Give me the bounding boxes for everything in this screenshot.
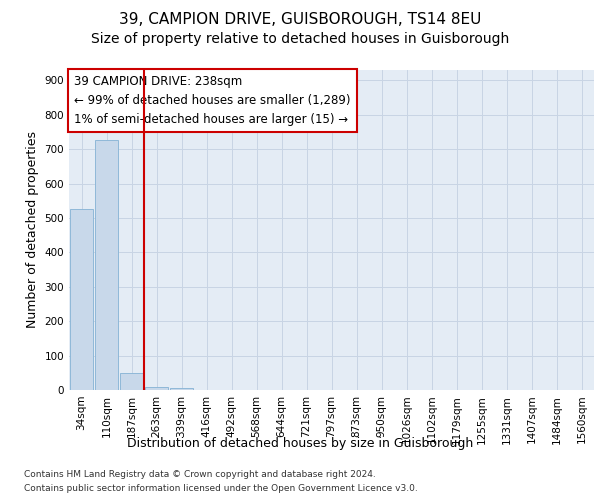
Text: Contains HM Land Registry data © Crown copyright and database right 2024.: Contains HM Land Registry data © Crown c…	[24, 470, 376, 479]
Bar	[70, 210, 94, 390]
Text: Distribution of detached houses by size in Guisborough: Distribution of detached houses by size …	[127, 438, 473, 450]
Y-axis label: Number of detached properties: Number of detached properties	[26, 132, 39, 328]
Text: Contains public sector information licensed under the Open Government Licence v3: Contains public sector information licen…	[24, 484, 418, 493]
Bar	[119, 373, 143, 390]
Bar	[170, 388, 193, 390]
Text: 39, CAMPION DRIVE, GUISBOROUGH, TS14 8EU: 39, CAMPION DRIVE, GUISBOROUGH, TS14 8EU	[119, 12, 481, 28]
Text: 39 CAMPION DRIVE: 238sqm
← 99% of detached houses are smaller (1,289)
1% of semi: 39 CAMPION DRIVE: 238sqm ← 99% of detach…	[74, 75, 351, 126]
Bar	[145, 386, 169, 390]
Text: Size of property relative to detached houses in Guisborough: Size of property relative to detached ho…	[91, 32, 509, 46]
Bar	[95, 140, 118, 390]
